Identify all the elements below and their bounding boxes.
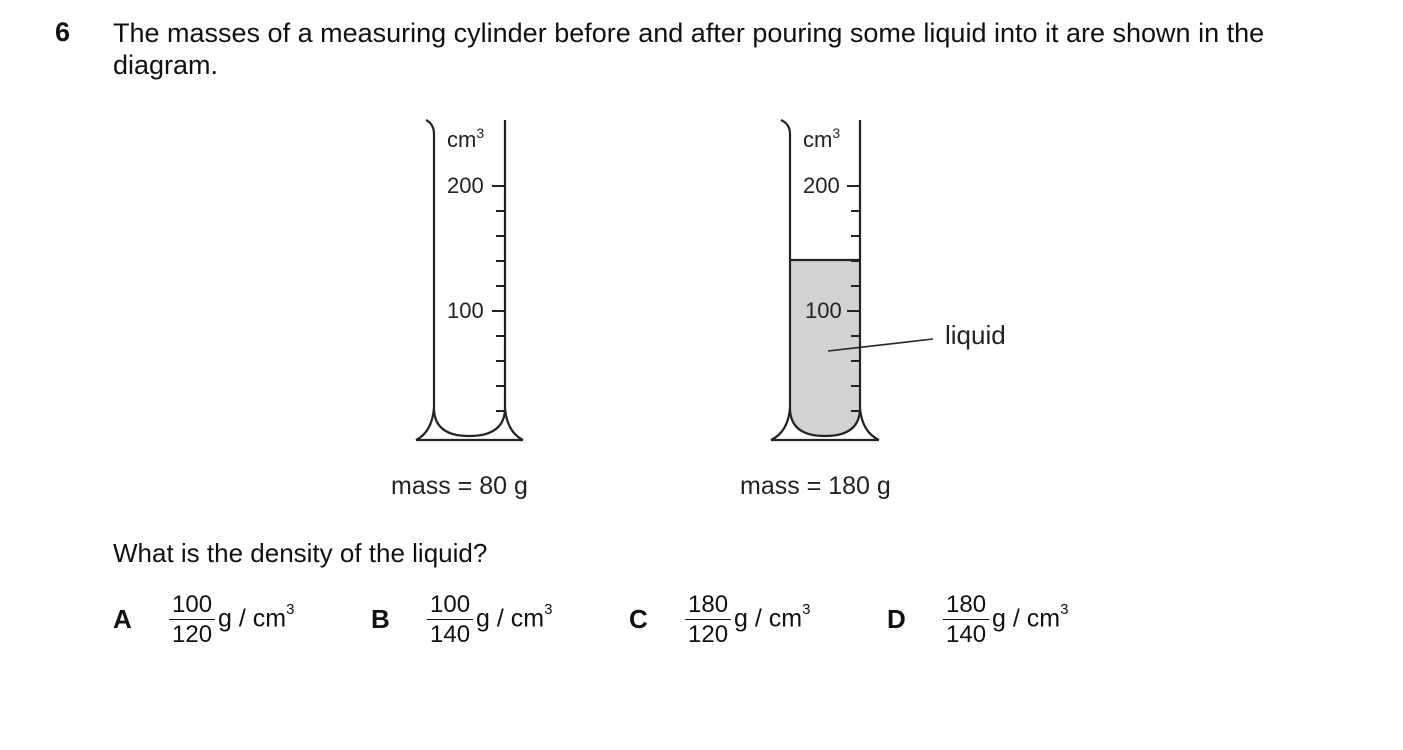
empty-cylinder-ticks: [492, 185, 505, 412]
option-a[interactable]: A 100 120 g / cm3: [113, 588, 294, 650]
liquid-label: liquid: [945, 320, 1006, 350]
fraction-numerator: 180: [685, 591, 732, 620]
filled-cylinder-outline: [780, 118, 862, 438]
option-fraction: 100 140: [427, 591, 474, 648]
option-letter: C: [629, 603, 648, 634]
option-b[interactable]: B 100 140 g / cm3: [371, 588, 552, 650]
fraction-denominator: 140: [430, 620, 471, 648]
empty-unit-label: cm3: [447, 125, 484, 152]
fraction-numerator: 100: [169, 591, 216, 620]
empty-cylinder-outline: [425, 119, 507, 438]
fraction-denominator: 120: [688, 620, 729, 648]
filled-unit-label: cm3: [803, 125, 840, 152]
empty-scale-100: 100: [447, 298, 484, 323]
filled-scale-200: 200: [803, 173, 840, 198]
option-d[interactable]: D 180 140 g / cm3: [887, 588, 1068, 650]
empty-mass-caption: mass = 80 g: [391, 472, 528, 500]
option-letter: A: [113, 603, 132, 634]
option-letter: B: [371, 603, 390, 634]
fraction-numerator: 180: [943, 591, 990, 620]
option-fraction: 180 140: [943, 591, 990, 648]
option-unit: g / cm3: [992, 601, 1069, 633]
option-unit: g / cm3: [476, 601, 553, 633]
filled-scale-100: 100: [805, 298, 842, 323]
option-unit: g / cm3: [734, 601, 811, 633]
filled-mass-caption: mass = 180 g: [740, 472, 891, 500]
liquid-fill: [790, 260, 860, 436]
question-stem: The masses of a measuring cylinder befor…: [113, 18, 1265, 80]
fraction-numerator: 100: [427, 591, 474, 620]
question-prompt: What is the density of the liquid?: [113, 538, 488, 568]
fraction-denominator: 140: [946, 620, 987, 648]
fraction-denominator: 120: [172, 620, 213, 648]
option-c[interactable]: C 180 120 g / cm3: [629, 588, 810, 650]
liquid-leader-line: [827, 338, 934, 352]
empty-scale-200: 200: [447, 173, 484, 198]
option-unit: g / cm3: [218, 601, 295, 633]
option-fraction: 100 120: [169, 591, 216, 648]
option-letter: D: [887, 603, 906, 634]
cylinders-diagram: cm3 200 100 mass = 80 g cm3 200: [391, 118, 1006, 500]
empty-cylinder: [415, 119, 524, 442]
option-fraction: 180 120: [685, 591, 732, 648]
filled-cylinder-ticks: [847, 185, 860, 412]
filled-cylinder-base: [770, 407, 880, 442]
question-number: 6: [55, 17, 71, 47]
filled-cylinder: [770, 118, 934, 442]
empty-cylinder-base: [415, 407, 524, 442]
